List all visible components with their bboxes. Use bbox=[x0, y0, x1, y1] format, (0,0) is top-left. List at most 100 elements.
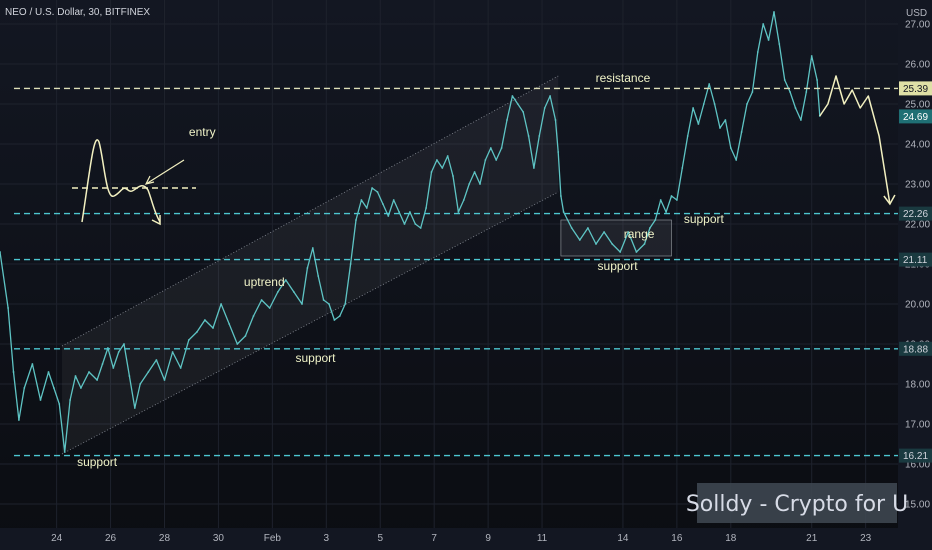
price-point bbox=[80, 387, 82, 389]
price-point bbox=[58, 403, 61, 405]
price-point bbox=[676, 199, 678, 201]
price-point bbox=[53, 387, 55, 389]
entry-pointer-arrow-icon bbox=[144, 175, 155, 185]
price-point bbox=[783, 79, 786, 81]
entry-sketch-path bbox=[81, 139, 161, 223]
price-point bbox=[627, 231, 630, 233]
grid bbox=[0, 0, 898, 528]
price-point bbox=[751, 91, 754, 93]
price-label-text: 22.26 bbox=[903, 209, 928, 220]
price-point bbox=[756, 51, 759, 53]
price-point bbox=[724, 119, 727, 121]
price-point bbox=[0, 251, 1, 253]
annotation-label: entry bbox=[189, 125, 216, 139]
price-point bbox=[484, 159, 487, 161]
chart-title: NEO / U.S. Dollar, 30, BITFINEX bbox=[5, 7, 150, 18]
price-point bbox=[457, 211, 460, 213]
price-point bbox=[603, 231, 605, 233]
price-point bbox=[301, 303, 303, 305]
price-label-text: 25.39 bbox=[903, 84, 928, 95]
price-point bbox=[794, 107, 797, 109]
price-point bbox=[670, 195, 673, 197]
price-point bbox=[773, 11, 775, 13]
annotation-label: support bbox=[295, 351, 336, 365]
price-point bbox=[495, 159, 498, 161]
price-label-bg bbox=[899, 448, 932, 463]
price-point bbox=[735, 159, 738, 161]
price-point bbox=[560, 195, 562, 197]
watermark-text: Solldy - Crypto for U bbox=[686, 492, 908, 517]
price-point bbox=[516, 103, 519, 105]
watermark-box: Solldy - Crypto for U bbox=[686, 483, 908, 523]
annotation-label: range bbox=[624, 227, 655, 241]
price-point bbox=[713, 103, 716, 105]
price-point bbox=[462, 199, 465, 201]
price-point bbox=[349, 263, 352, 265]
price-point bbox=[268, 307, 271, 309]
price-point bbox=[511, 95, 514, 97]
price-point bbox=[506, 119, 508, 121]
price-label: 25.39 bbox=[899, 81, 932, 96]
price-point bbox=[284, 279, 287, 281]
price-point bbox=[681, 167, 684, 169]
price-point bbox=[398, 211, 400, 213]
y-tick-label: 17.00 bbox=[905, 420, 930, 431]
price-point bbox=[419, 227, 422, 229]
price-point bbox=[533, 167, 535, 169]
price-point bbox=[322, 299, 325, 301]
x-tick-label: 23 bbox=[860, 533, 872, 544]
price-point bbox=[365, 207, 368, 209]
price-point bbox=[328, 303, 330, 305]
price-point bbox=[69, 399, 71, 401]
x-tick-label: 21 bbox=[806, 533, 818, 544]
price-label-bg bbox=[899, 109, 932, 124]
price-point bbox=[147, 371, 150, 373]
price-point bbox=[47, 371, 50, 373]
channel-fill bbox=[62, 76, 559, 454]
price-point bbox=[740, 131, 743, 133]
price-point bbox=[441, 167, 444, 169]
price-point bbox=[260, 299, 263, 301]
x-tick-label: 30 bbox=[213, 533, 225, 544]
price-point bbox=[816, 79, 818, 81]
price-point bbox=[196, 331, 198, 333]
price-point bbox=[293, 291, 295, 293]
price-point bbox=[187, 339, 190, 341]
price-point bbox=[430, 171, 433, 173]
price-point bbox=[805, 91, 808, 93]
price-point bbox=[171, 351, 174, 353]
range-box bbox=[560, 219, 672, 257]
y-tick-label: 23.00 bbox=[905, 180, 930, 191]
price-point bbox=[63, 451, 66, 453]
price-point bbox=[403, 223, 406, 225]
y-tick-label: 27.00 bbox=[905, 20, 930, 31]
x-axis-panel[interactable] bbox=[0, 528, 932, 550]
price-point bbox=[611, 243, 614, 245]
entry-sketch-arrow-icon bbox=[151, 215, 161, 226]
price-point bbox=[746, 103, 748, 105]
price-point bbox=[382, 203, 384, 205]
x-axis: 24 26 28 30 Feb 3 5 7 9 11 14 16 18 21 23 bbox=[51, 533, 872, 544]
entry-pointer-line bbox=[145, 159, 185, 185]
y-tick-label: 16.00 bbox=[905, 460, 930, 471]
price-point bbox=[409, 211, 411, 213]
price-point bbox=[692, 107, 694, 109]
price-label: 22.26 bbox=[899, 206, 932, 221]
channel-upper-line bbox=[61, 75, 559, 347]
price-point bbox=[643, 243, 646, 245]
price-point bbox=[392, 199, 395, 201]
price-point bbox=[452, 175, 454, 177]
price-label-bg bbox=[899, 341, 932, 356]
price-point bbox=[101, 363, 104, 365]
price-point bbox=[179, 367, 182, 369]
price-point bbox=[810, 55, 813, 57]
price-point bbox=[767, 39, 770, 41]
channel-lower-line bbox=[61, 191, 559, 455]
price-point bbox=[578, 239, 581, 241]
x-tick-label: 5 bbox=[377, 533, 383, 544]
price-point bbox=[595, 243, 597, 245]
price-point bbox=[252, 315, 255, 317]
price-point bbox=[522, 111, 525, 113]
price-point bbox=[123, 343, 125, 345]
